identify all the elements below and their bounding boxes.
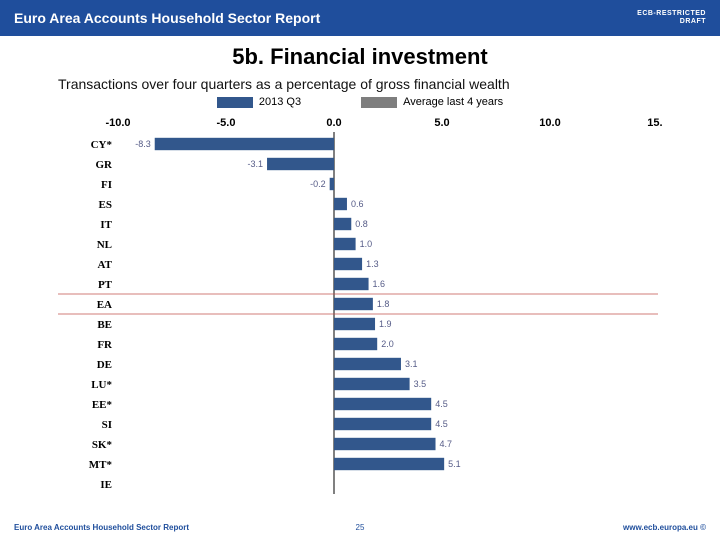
svg-text:10.0: 10.0 [539,117,560,129]
svg-text:3.1: 3.1 [405,359,418,369]
svg-text:NL: NL [97,239,112,251]
svg-text:FR: FR [97,339,113,351]
svg-text:5.0: 5.0 [434,117,449,129]
svg-text:4.5: 4.5 [435,419,448,429]
svg-text:EA: EA [97,299,112,311]
footer-copyright-icon: © [700,523,706,532]
page-subtitle: Transactions over four quarters as a per… [58,76,720,92]
svg-text:FI: FI [101,179,112,191]
header-title: Euro Area Accounts Household Sector Repo… [14,10,320,26]
svg-text:1.6: 1.6 [373,279,386,289]
svg-text:1.0: 1.0 [360,239,373,249]
footer-page: 25 [356,523,365,532]
svg-text:1.3: 1.3 [366,259,379,269]
svg-text:AT: AT [98,259,113,271]
header-flag-line2: DRAFT [637,18,706,26]
svg-text:ES: ES [99,199,112,211]
svg-text:2.0: 2.0 [381,339,394,349]
svg-text:1.8: 1.8 [377,299,390,309]
svg-text:4.5: 4.5 [435,399,448,409]
svg-text:SI: SI [102,419,112,431]
svg-text:0.6: 0.6 [351,199,364,209]
svg-text:GR: GR [96,159,114,171]
svg-text:0.8: 0.8 [355,219,368,229]
svg-text:BE: BE [97,319,112,331]
page-title: 5b. Financial investment [0,44,720,70]
svg-text:CY*: CY* [91,139,113,151]
svg-text:-8.3: -8.3 [135,139,151,149]
footer-bar: Euro Area Accounts Household Sector Repo… [0,523,720,532]
svg-text:LU*: LU* [91,379,112,391]
svg-text:1.9: 1.9 [379,319,392,329]
svg-text:-3.1: -3.1 [248,159,264,169]
svg-text:EE*: EE* [92,399,113,411]
header-bar: Euro Area Accounts Household Sector Repo… [0,0,720,36]
header-flag: ECB-RESTRICTED DRAFT [637,10,706,27]
svg-text:-10.0: -10.0 [105,117,130,129]
footer-left: Euro Area Accounts Household Sector Repo… [14,523,189,532]
footer-right: www.ecb.europa.eu © [623,523,706,532]
svg-text:4.7: 4.7 [440,439,453,449]
chart-svg: -10.0 -5.0 0.0 5.0 10.0 15.0 CY* -8.3 GR -3.1 FI -0… [58,96,662,494]
svg-text:PT: PT [98,279,113,291]
svg-text:0.0: 0.0 [326,117,341,129]
svg-text:IT: IT [100,219,112,231]
header-flag-line1: ECB-RESTRICTED [637,10,706,18]
svg-text:DE: DE [97,359,112,371]
svg-text:IE: IE [100,479,112,491]
chart-container: 2013 Q3 Average last 4 years -10.0-5.00.… [58,96,662,494]
svg-text:MT*: MT* [89,459,113,471]
svg-text:3.5: 3.5 [414,379,427,389]
svg-text:5.1: 5.1 [448,459,461,469]
svg-text:15.0: 15.0 [647,117,662,129]
svg-text:-0.2: -0.2 [310,179,326,189]
page-root: Euro Area Accounts Household Sector Repo… [0,0,720,540]
svg-text:-5.0: -5.0 [217,117,236,129]
footer-url: www.ecb.europa.eu [623,523,698,532]
svg-text:SK*: SK* [92,439,113,451]
